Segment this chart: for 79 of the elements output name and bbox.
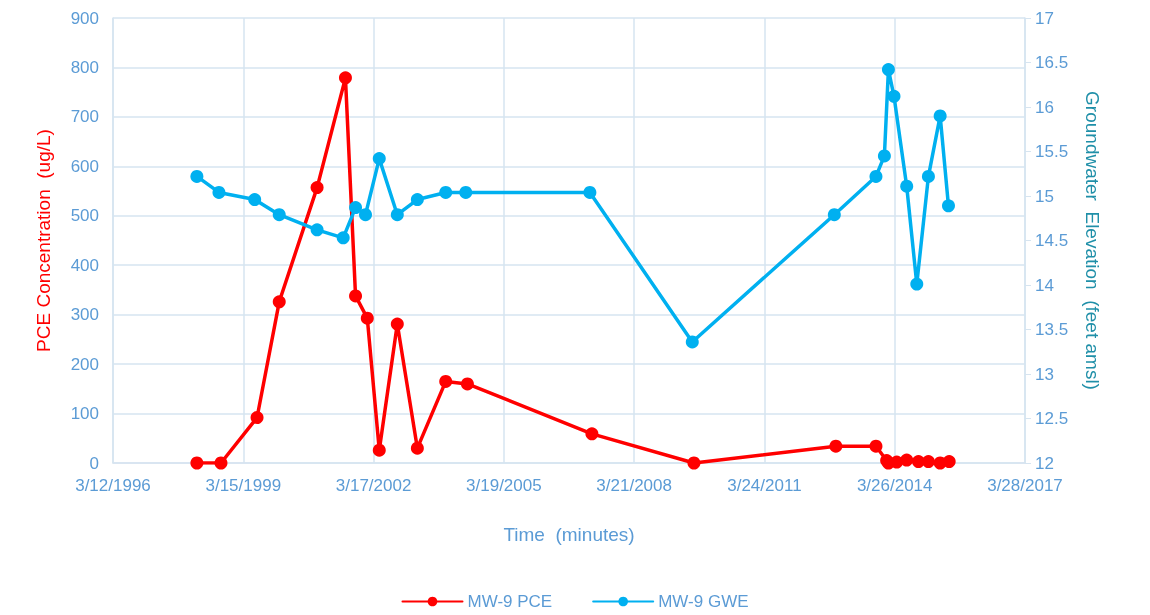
- point: [460, 377, 474, 391]
- point: [941, 199, 955, 213]
- x-tick-label: 3/12/1996: [75, 476, 151, 495]
- x-tick-label: 3/26/2014: [856, 476, 933, 495]
- y-tick-label: 900: [70, 8, 99, 28]
- point: [349, 289, 363, 303]
- y-tick-label: 0: [89, 453, 99, 473]
- legend-label: MW-9 PCE: [467, 592, 553, 611]
- y2-tick-label: 14: [1035, 275, 1054, 295]
- y2-tick-label: 17: [1035, 8, 1054, 28]
- point: [250, 411, 264, 425]
- point: [349, 201, 363, 215]
- x-axis-title: Time (minutes): [503, 524, 635, 545]
- y2-tick-label: 13: [1035, 364, 1054, 384]
- y2-tick-label: 15: [1035, 186, 1054, 206]
- point: [338, 71, 352, 85]
- point: [439, 185, 453, 199]
- point: [887, 89, 901, 103]
- y2-tick-label: 13.5: [1035, 320, 1069, 339]
- point: [829, 439, 843, 453]
- x-tick-label: 3/24/2011: [727, 476, 802, 495]
- point: [583, 185, 597, 199]
- y2-tick-label: 16: [1035, 97, 1054, 117]
- point: [877, 149, 891, 163]
- point: [900, 453, 914, 467]
- point: [372, 443, 386, 457]
- point: [360, 311, 374, 325]
- y2-axis-title: Groundwater Elevation (feet amsl): [1082, 91, 1103, 390]
- x-tick-label: 3/28/2017: [987, 476, 1063, 495]
- point: [336, 231, 350, 245]
- y-tick-label: 600: [70, 156, 99, 176]
- y-tick-label: 800: [70, 57, 99, 77]
- point: [921, 169, 935, 183]
- point: [190, 169, 204, 183]
- y-axis-title: PCE Concentration (ug/L): [33, 129, 54, 352]
- y2-tick-label: 16.5: [1035, 53, 1069, 72]
- point: [459, 185, 473, 199]
- point: [310, 181, 324, 195]
- x-tick-label: 3/17/2002: [335, 476, 412, 495]
- y-tick-label: 400: [70, 255, 99, 275]
- point: [921, 455, 935, 469]
- legend-label: MW-9 GWE: [658, 592, 749, 611]
- point: [248, 193, 262, 207]
- x-tick-label: 3/19/2005: [466, 476, 542, 495]
- point: [900, 179, 914, 193]
- point: [869, 169, 883, 183]
- point: [410, 441, 424, 455]
- point: [410, 193, 424, 207]
- point: [310, 223, 324, 237]
- point: [942, 455, 956, 469]
- point: [685, 335, 699, 349]
- point: [910, 277, 924, 291]
- y-tick-label: 100: [70, 404, 99, 424]
- y2-tick-label: 12.5: [1035, 409, 1069, 428]
- y2-tick-label: 14.5: [1035, 231, 1069, 250]
- y-tick-label: 300: [70, 305, 99, 325]
- x-tick-label: 3/21/2008: [596, 476, 672, 495]
- point: [272, 295, 286, 309]
- point: [390, 208, 404, 222]
- point: [214, 456, 228, 470]
- point: [933, 109, 947, 123]
- point: [881, 63, 895, 77]
- point: [827, 208, 841, 222]
- y-tick-label: 700: [70, 107, 99, 127]
- y2-tick-label: 12: [1035, 453, 1054, 473]
- point: [390, 317, 404, 331]
- y-tick-label: 200: [70, 354, 99, 374]
- point: [869, 439, 883, 453]
- point: [439, 374, 453, 388]
- point: [359, 208, 372, 222]
- y-tick-label: 500: [70, 206, 99, 226]
- x-tick-label: 3/15/1999: [205, 476, 282, 495]
- point: [372, 152, 386, 166]
- point: [212, 185, 226, 199]
- y2-tick-label: 15.5: [1035, 142, 1069, 161]
- point: [272, 208, 286, 222]
- point: [190, 456, 204, 470]
- point: [585, 427, 599, 441]
- point: [687, 456, 701, 470]
